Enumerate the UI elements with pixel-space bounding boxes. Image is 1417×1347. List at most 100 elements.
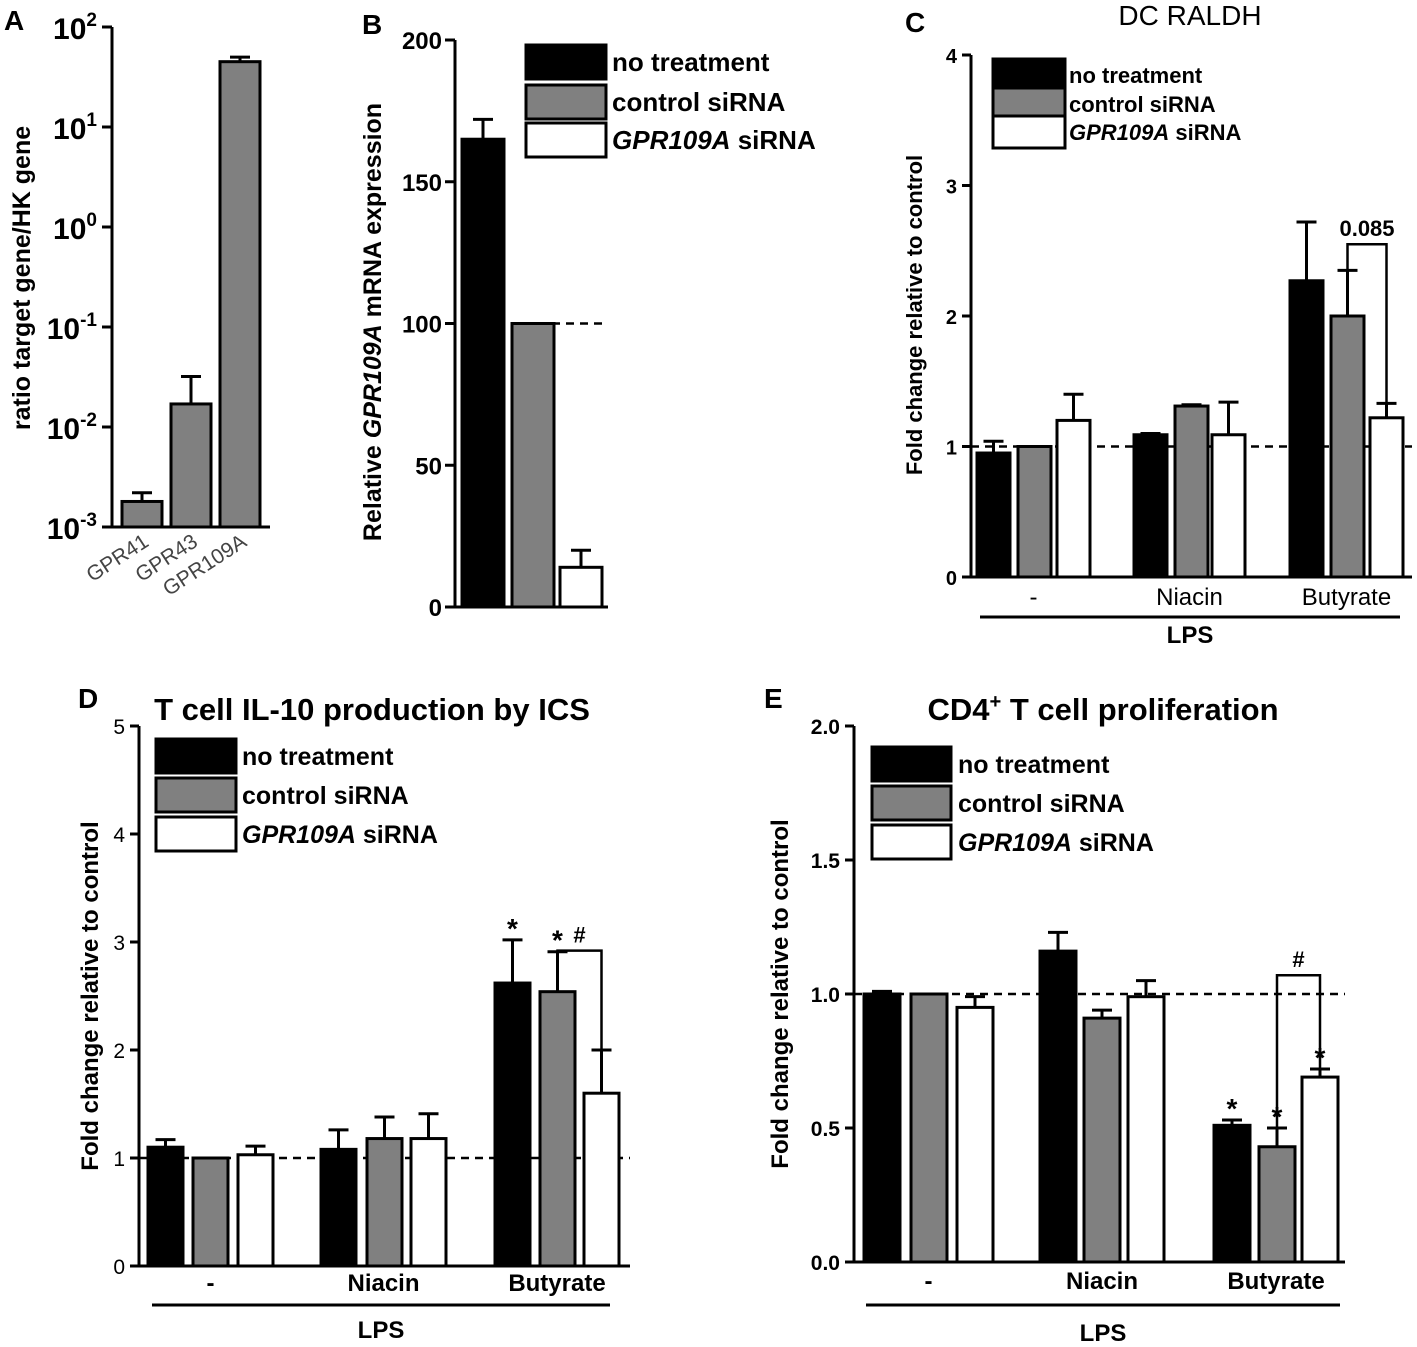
significance-star: *	[1227, 1093, 1238, 1124]
significance-label: 0.085	[1339, 216, 1394, 241]
y-tick-label: 0.0	[811, 1252, 840, 1275]
legend-label: control siRNA	[612, 87, 786, 117]
bar-gpr109a-sirna	[1126, 995, 1166, 1264]
bar-gpr109a-sirna	[1300, 1075, 1340, 1264]
x-category-label: Butyrate	[508, 1270, 605, 1297]
legend-label: no treatment	[612, 47, 770, 77]
bar-no-treatment	[319, 1147, 358, 1268]
legend-swatch	[154, 737, 238, 775]
bar-control-sirna	[510, 322, 556, 609]
bar-no-treatment	[460, 137, 506, 609]
bar-control-sirna	[1329, 314, 1366, 579]
bar-no-treatment	[1132, 433, 1169, 579]
y-tick-label: 10-2	[47, 410, 97, 446]
bar-no-treatment	[862, 992, 902, 1264]
y-tick-label: 0	[946, 568, 957, 590]
bar-no-treatment	[146, 1145, 185, 1268]
legend-swatch	[870, 823, 953, 861]
legend-label: no treatment	[242, 743, 394, 771]
significance-bracket	[1346, 242, 1388, 404]
significance-bracket	[556, 949, 603, 1050]
y-axis-label: ratio target gene/HK gene	[8, 126, 36, 430]
y-tick-label: 1	[113, 1148, 125, 1171]
y-tick-label: 100	[402, 312, 442, 339]
y-tick-label: 2	[113, 1040, 125, 1063]
bar-no-treatment	[1212, 1123, 1252, 1264]
bar-control-sirna	[1082, 1016, 1122, 1264]
y-tick-label: 0	[429, 595, 442, 622]
legend-label: GPR109A siRNA	[958, 829, 1154, 857]
y-axis-label: Fold change relative to control	[902, 155, 927, 475]
legend-swatch	[870, 745, 953, 783]
bar-no-treatment	[493, 981, 532, 1268]
y-tick-label: 150	[402, 170, 442, 197]
bar-control-sirna	[1016, 445, 1053, 579]
y-tick-label: 0	[113, 1256, 125, 1279]
bar-gpr109a-sirna	[955, 1005, 995, 1264]
y-axis-label: Fold change relative to control	[767, 819, 794, 1168]
significance-label: #	[1292, 947, 1304, 972]
legend-label: no treatment	[1069, 63, 1203, 88]
legend-label: GPR109A siRNA	[242, 821, 438, 849]
significance-star: *	[552, 925, 563, 956]
x-category-label: -	[1030, 584, 1038, 611]
x-category-label: Niacin	[347, 1270, 419, 1297]
legend-swatch	[524, 83, 608, 121]
bar-control-sirna	[191, 1156, 230, 1268]
bar-gpr109a-sirna	[1368, 416, 1405, 579]
y-tick-label: 101	[53, 110, 97, 146]
y-tick-label: 4	[946, 46, 958, 68]
y-tick-label: 200	[402, 28, 442, 55]
y-axis-label: Fold change relative to control	[77, 821, 104, 1170]
legend-swatch	[524, 43, 608, 81]
panel-label: E	[764, 683, 783, 714]
y-tick-label: 1	[946, 438, 957, 460]
y-tick-label: 2	[946, 307, 957, 329]
panel-label: B	[362, 9, 382, 40]
bar-gpr43	[169, 402, 213, 529]
x-category-label: Niacin	[1066, 1268, 1138, 1295]
group-label: LPS	[1080, 1320, 1127, 1347]
chart-title: DC RALDH	[1118, 0, 1261, 31]
y-tick-label: 5	[113, 716, 125, 739]
legend-label: GPR109A siRNA	[1069, 120, 1242, 145]
legend-swatch	[870, 784, 953, 822]
y-tick-label: 102	[53, 10, 97, 46]
legend-label: control siRNA	[958, 790, 1125, 818]
y-tick-label: 0.5	[811, 1118, 841, 1141]
x-category-label: -	[207, 1270, 215, 1297]
y-tick-label: 50	[415, 453, 442, 480]
panel-label: A	[4, 5, 24, 36]
bar-no-treatment	[975, 451, 1012, 579]
bar-gpr41	[120, 499, 164, 529]
y-axis-label: Relative GPR109A mRNA expression	[359, 103, 387, 541]
legend-label: no treatment	[958, 751, 1110, 779]
y-tick-label: 10-1	[47, 310, 98, 346]
panel-label: D	[78, 683, 98, 714]
y-tick-label: 3	[946, 177, 957, 199]
bar-gpr109a	[218, 60, 262, 529]
group-label: LPS	[358, 1317, 405, 1344]
bar-no-treatment	[1288, 279, 1325, 579]
x-category-label: Niacin	[1156, 584, 1223, 611]
legend-label: control siRNA	[1069, 92, 1216, 117]
bar-control-sirna	[1257, 1145, 1297, 1264]
x-category-label: Butyrate	[1302, 584, 1391, 611]
chart-title: T cell IL-10 production by ICS	[154, 692, 590, 727]
legend-label: GPR109A siRNA	[612, 125, 816, 155]
legend-swatch	[991, 114, 1067, 150]
x-category-label: Butyrate	[1227, 1268, 1324, 1295]
y-tick-label: 100	[53, 210, 97, 246]
y-tick-label: 2.0	[811, 716, 840, 739]
chart-title: CD4+ T cell proliferation	[927, 691, 1278, 727]
bar-control-sirna	[909, 992, 949, 1264]
y-tick-label: 3	[113, 932, 125, 955]
y-tick-label: 4	[113, 824, 125, 847]
bar-gpr109a-sirna	[1210, 433, 1247, 579]
significance-bracket	[1275, 973, 1322, 1128]
legend-swatch	[154, 815, 238, 853]
significance-label: #	[573, 923, 585, 948]
bar-control-sirna	[1173, 404, 1210, 579]
x-category-label: -	[925, 1268, 933, 1295]
